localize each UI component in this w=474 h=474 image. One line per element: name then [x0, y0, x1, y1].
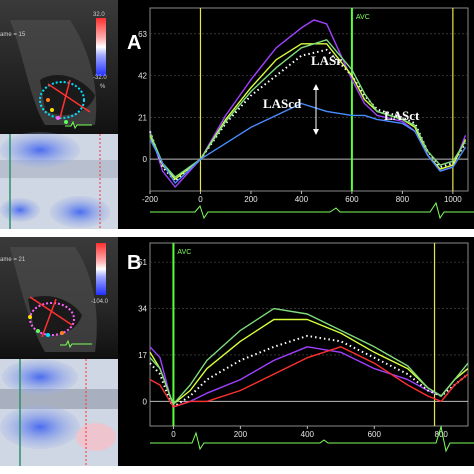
annotation-lasct: LASct [384, 108, 420, 123]
echo-readout: ame = 15 [0, 32, 26, 38]
strain-curve [149, 346, 469, 408]
panel-b: ame = 21 -104.0 B 0 17 34 51 0 200 400 600 800 AV… [0, 237, 474, 466]
panel-letter: B [127, 252, 141, 274]
y-tick-label: 34 [138, 305, 147, 314]
x-tick-label: 400 [301, 430, 315, 439]
panel-a: ame = 15 32.0 -32.0 % A 0 21 42 63 -200 0 200 4… [0, 0, 474, 229]
y-tick-label: 0 [143, 397, 148, 406]
x-tick-label: 800 [396, 195, 410, 204]
strain-curve [149, 307, 469, 405]
strain-color-bar [96, 243, 106, 295]
y-tick-label: 51 [138, 258, 147, 267]
ecg-trace [150, 201, 474, 220]
plot-frame [149, 7, 469, 192]
strain-curve [149, 102, 467, 184]
x-tick-label: 0 [198, 195, 203, 204]
scale-unit-label: % [100, 84, 106, 90]
scale-mid-label: -32.0 [93, 75, 107, 81]
x-tick-label: 200 [244, 195, 258, 204]
panel-divider [0, 229, 474, 237]
avc-label: AVC [356, 14, 370, 21]
y-tick-label: 21 [138, 113, 147, 122]
panel-b-graphics: ame = 21 -104.0 B 0 17 34 51 0 200 400 600 800 AV… [0, 237, 474, 466]
la-tracing [39, 81, 85, 119]
y-tick-label: 63 [138, 30, 147, 39]
panel-a-graphics: ame = 15 32.0 -32.0 % A 0 21 42 63 -200 0 200 4… [0, 0, 474, 229]
x-tick-label: 0 [171, 430, 176, 439]
x-tick-label: 200 [234, 430, 248, 439]
x-tick-label: 600 [368, 430, 382, 439]
annotation-lascd: LAScd [263, 96, 302, 111]
avc-label: AVC [177, 249, 191, 256]
strain-color-bar [96, 18, 106, 76]
echo-readout: ame = 21 [0, 257, 26, 263]
x-tick-label: -200 [142, 195, 159, 204]
x-tick-label: 400 [295, 195, 309, 204]
plot-frame [149, 242, 469, 427]
scale-top-label: 32.0 [93, 12, 105, 18]
la-tracing [29, 302, 75, 336]
strain-curve [149, 39, 467, 178]
panel-letter: A [127, 32, 141, 54]
y-tick-label: 17 [138, 351, 147, 360]
annotation-lasr: LASr [311, 53, 342, 68]
scale-mid-label: -104.0 [91, 299, 109, 305]
strain-chart-a: 0 21 42 63 -200 0 200 400 600 800 1000 AVC [138, 7, 469, 204]
strain-graph-area [125, 237, 474, 466]
y-tick-label: 0 [143, 155, 148, 164]
ecg-trace [150, 425, 474, 453]
x-tick-label: 800 [435, 430, 449, 439]
strain-chart-b: 0 17 34 51 0 200 400 600 800 AVC [138, 242, 469, 439]
y-tick-label: 42 [138, 72, 147, 81]
x-tick-label: 1000 [444, 195, 462, 204]
x-tick-label: 600 [345, 195, 359, 204]
